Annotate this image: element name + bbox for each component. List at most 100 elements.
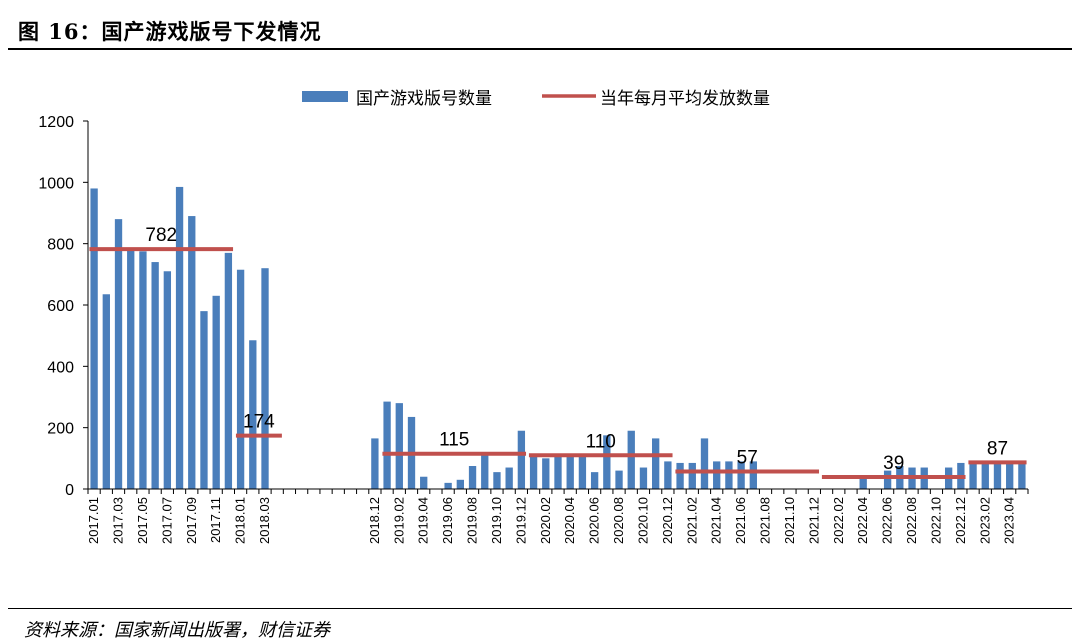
x-tick-label: 2019.04 <box>416 497 431 544</box>
bar-2019.07 <box>456 479 464 489</box>
avg-label-87: 87 <box>987 438 1008 459</box>
bar-2018.12 <box>371 438 379 489</box>
y-tick-label: 1000 <box>38 175 74 192</box>
bar-2021.03 <box>700 438 709 489</box>
x-tick-label: 2017.07 <box>159 497 174 544</box>
bar-2020.01 <box>529 456 538 489</box>
x-tick-label: 2017.11 <box>208 497 223 543</box>
y-tick-label: 200 <box>47 421 74 438</box>
bar-2017.04 <box>127 248 135 489</box>
x-tick-label: 2022.06 <box>880 497 895 544</box>
legend-line-label: 当年每月平均发放数量 <box>600 89 770 109</box>
y-tick-label: 0 <box>65 482 74 499</box>
bar-2021.06 <box>737 461 745 489</box>
x-tick-label: 2018.12 <box>367 497 382 544</box>
x-tick-label: 2020.04 <box>562 497 577 544</box>
y-tick-label: 600 <box>47 298 74 315</box>
bar-2023.04 <box>1006 462 1014 489</box>
bar-2019.09 <box>481 455 489 489</box>
x-tick-label: 2019.02 <box>391 497 406 544</box>
bar-line-chart: 国产游戏版号数量 当年每月平均发放数量 0 200 400 600 800 1000 120… <box>38 89 1029 544</box>
y-tick-label: 800 <box>47 237 74 254</box>
legend-bar-swatch <box>302 91 348 102</box>
bar-2017.02 <box>102 294 110 489</box>
bar-2017.08 <box>175 186 184 489</box>
bar-2023.05 <box>1018 461 1026 489</box>
x-tick-label: 2021.08 <box>758 497 773 544</box>
bar-2020.07 <box>603 435 611 489</box>
x-tick-label: 2022.02 <box>831 497 846 544</box>
bar-2018.03 <box>261 268 269 489</box>
bar-2020.11 <box>652 438 660 489</box>
bar-2020.12 <box>664 461 672 489</box>
bar-2019.11 <box>505 467 513 489</box>
bar-2017.01 <box>90 188 98 489</box>
bar-2021.07 <box>749 461 757 489</box>
bar-2017.10 <box>200 311 208 489</box>
x-tick-label: 2021.10 <box>782 497 797 544</box>
x-tick-label: 2022.04 <box>855 497 870 544</box>
bar-2022.06 <box>883 470 892 489</box>
bar-2018.01 <box>236 269 245 489</box>
bar-2021.01 <box>676 462 684 489</box>
bar-2021.05 <box>725 461 733 489</box>
x-tick-label: 2020.10 <box>635 497 650 544</box>
bar-2017.03 <box>114 219 123 489</box>
x-tick-label: 2019.08 <box>465 497 480 544</box>
source-rule <box>8 608 1072 609</box>
average-line-series: 782 174 115 110 57 39 87 <box>89 225 1027 480</box>
bar-2020.06 <box>590 472 599 489</box>
x-tick-label: 2021.12 <box>806 497 821 544</box>
bar-2020.04 <box>566 455 574 489</box>
x-tick-label: 2021.02 <box>684 497 699 544</box>
x-tick-label: 2022.12 <box>953 497 968 544</box>
bar-2019.04 <box>420 476 428 489</box>
avg-label-115: 115 <box>439 430 469 451</box>
bar-2019.10 <box>493 472 501 489</box>
chart-title: 图 16：国产游戏版号下发情况 <box>18 19 322 44</box>
x-axis: 2017.01 2017.03 2017.05 2017.07 2017.09 2017.… <box>86 488 1029 544</box>
x-tick-label: 2022.10 <box>928 497 943 544</box>
x-tick-label: 2017.03 <box>111 497 126 544</box>
bar-2017.05 <box>139 251 147 489</box>
x-tick-label: 2021.06 <box>733 497 748 544</box>
x-tick-label: 2023.04 <box>1002 497 1017 544</box>
title-rule <box>8 48 1072 50</box>
source-note: 资料来源：国家新闻出版署，财信证券 <box>24 620 330 641</box>
avg-label-39: 39 <box>883 453 904 474</box>
avg-label-174: 174 <box>243 412 275 433</box>
x-tick-label: 2019.12 <box>513 497 528 544</box>
x-tick-label: 2020.08 <box>611 497 626 544</box>
x-tick-label: 2017.05 <box>135 497 150 544</box>
bar-2019.02 <box>395 403 403 489</box>
x-tick-label: 2017.01 <box>86 497 101 544</box>
bar-2023.01 <box>969 462 977 489</box>
x-tick-label: 2020.02 <box>538 497 553 544</box>
bar-2023.02 <box>981 462 989 489</box>
x-tick-label: 2022.08 <box>904 497 919 544</box>
y-tick-label: 400 <box>47 359 74 376</box>
x-tick-label: 2020.06 <box>587 497 602 544</box>
bar-2020.08 <box>615 470 623 489</box>
y-axis: 0 200 400 600 800 1000 1200 <box>38 114 89 499</box>
bar-2020.02 <box>542 458 550 489</box>
bar-2021.02 <box>688 462 696 489</box>
bar-2023.03 <box>993 462 1002 489</box>
bar-2019.06 <box>444 482 452 489</box>
bar-2017.11 <box>212 295 220 489</box>
bar-2020.10 <box>639 467 648 489</box>
avg-label-57: 57 <box>737 448 758 469</box>
avg-label-782: 782 <box>145 225 177 246</box>
bar-2021.04 <box>713 461 721 489</box>
x-tick-label: 2023.02 <box>977 497 992 544</box>
bar-2019.12 <box>517 430 526 489</box>
bar-2022.04 <box>859 475 867 489</box>
bar-2019.01 <box>383 401 391 489</box>
bar-2017.09 <box>188 216 196 490</box>
x-tick-label: 2019.06 <box>440 497 455 544</box>
legend-bar-label: 国产游戏版号数量 <box>356 89 492 109</box>
bar-2020.05 <box>578 456 587 489</box>
x-tick-label: 2018.03 <box>257 497 272 544</box>
x-tick-label: 2019.10 <box>489 497 504 544</box>
bar-series <box>90 186 1026 490</box>
